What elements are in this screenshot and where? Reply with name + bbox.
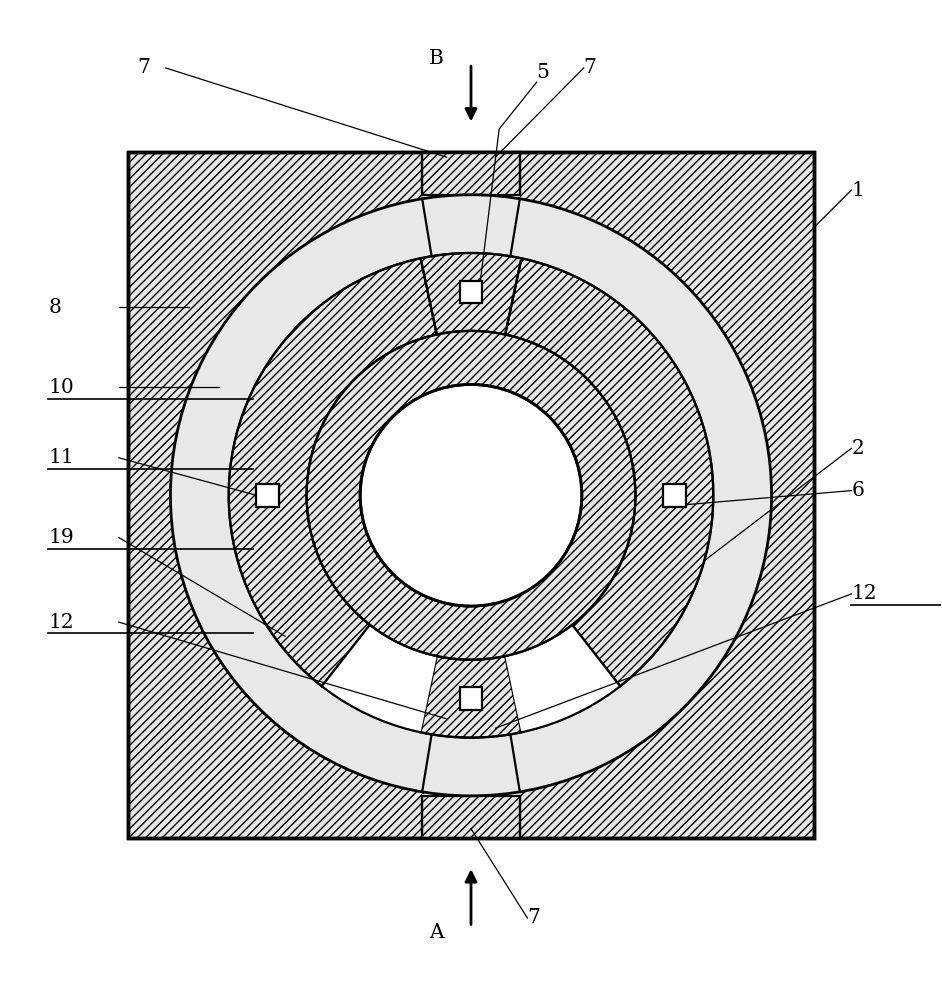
Text: 1: 1 — [852, 181, 864, 200]
Circle shape — [171, 195, 771, 796]
Text: 7: 7 — [138, 58, 151, 77]
Wedge shape — [421, 253, 521, 335]
Text: 8: 8 — [48, 298, 61, 317]
Bar — [460, 281, 482, 303]
Text: B: B — [429, 49, 444, 68]
Circle shape — [229, 253, 713, 738]
Text: 6: 6 — [852, 481, 864, 500]
Bar — [422, 794, 520, 838]
Wedge shape — [421, 656, 521, 738]
Circle shape — [360, 384, 582, 606]
Bar — [256, 484, 279, 507]
Bar — [128, 152, 814, 838]
Text: 12: 12 — [48, 613, 74, 632]
Circle shape — [307, 331, 635, 660]
Wedge shape — [505, 258, 713, 686]
Bar — [422, 152, 520, 197]
Text: 7: 7 — [584, 58, 596, 77]
Text: 10: 10 — [48, 378, 74, 397]
Text: A: A — [429, 923, 444, 942]
Bar — [460, 687, 482, 710]
Text: 7: 7 — [528, 908, 540, 927]
Text: 2: 2 — [852, 439, 864, 458]
Circle shape — [171, 195, 771, 796]
Text: 5: 5 — [537, 63, 549, 82]
Bar — [422, 796, 520, 838]
Text: 11: 11 — [48, 448, 74, 467]
Wedge shape — [229, 258, 437, 686]
Text: 12: 12 — [852, 584, 877, 603]
Bar — [128, 152, 814, 838]
Bar — [663, 484, 686, 507]
Bar — [422, 152, 520, 195]
Wedge shape — [505, 625, 620, 732]
Wedge shape — [322, 625, 437, 732]
Text: 19: 19 — [48, 528, 74, 547]
